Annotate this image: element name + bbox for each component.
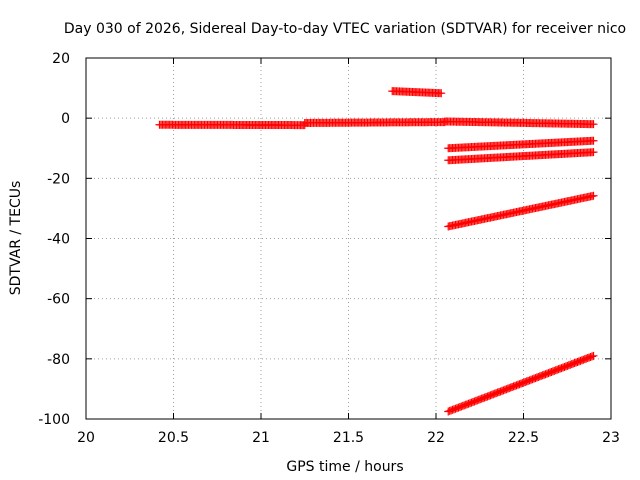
data-point [589, 136, 598, 145]
x-tick-labels: 20 20.5 21 21.5 22 22.5 23 [77, 430, 620, 446]
series-track-1 [155, 120, 309, 130]
y-tick-label: -20 [47, 171, 70, 187]
y-tick-label: 0 [61, 111, 70, 127]
plot-frame [85, 57, 612, 420]
y-tick-label: -80 [47, 352, 70, 368]
data-point [589, 351, 598, 360]
y-tick-label: -100 [38, 412, 70, 428]
series-track-8 [444, 351, 598, 416]
data-point [589, 148, 598, 157]
chart-title: Day 030 of 2026, Sidereal Day-to-day VTE… [64, 21, 626, 37]
data-point [589, 120, 598, 129]
x-tick-label: 21.5 [333, 430, 364, 446]
y-tick-label: 20 [52, 51, 70, 67]
y-tick-labels: -100 -80 -60 -40 -20 0 20 [38, 51, 70, 428]
x-axis-label: GPS time / hours [286, 459, 403, 475]
data-points [155, 87, 598, 416]
series-track-7 [444, 191, 598, 231]
series-track-5 [444, 136, 598, 153]
data-point [437, 89, 446, 98]
y-tick-label: -40 [47, 232, 70, 248]
grid-lines [86, 58, 611, 419]
series-track-6 [444, 148, 598, 165]
series-track-2 [300, 118, 449, 127]
x-tick-label: 20.5 [158, 430, 189, 446]
series-track-4 [440, 117, 598, 129]
y-tick-label: -60 [47, 292, 70, 308]
series-track-3 [388, 87, 446, 98]
x-tick-label: 23 [602, 430, 620, 446]
data-point [589, 191, 598, 200]
x-tick-label: 21 [252, 430, 270, 446]
y-axis-label: SDTVAR / TECUs [8, 181, 24, 296]
x-tick-label: 22 [427, 430, 445, 446]
x-tick-label: 20 [77, 430, 95, 446]
x-tick-label: 22.5 [508, 430, 539, 446]
